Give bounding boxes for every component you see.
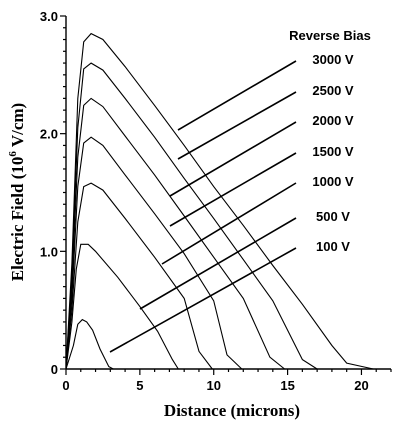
x-tick-label: 20 bbox=[354, 378, 368, 393]
series-curve-100v bbox=[65, 318, 114, 370]
leader-line-1000v bbox=[161, 182, 297, 265]
legend-title: Reverse Bias bbox=[289, 28, 371, 43]
plot-area: 0 5 10 15 20 0 1.0 2.0 3.0 3000 V 2500 V 2000 V 1500… bbox=[40, 9, 392, 393]
series-curve-3000v bbox=[65, 32, 374, 370]
leader-line-3000v bbox=[177, 60, 297, 131]
x-tick-label: 5 bbox=[136, 378, 143, 393]
leader-line-1500v bbox=[169, 152, 297, 227]
legend-label-1000v: 1000 V bbox=[312, 174, 354, 189]
legend-label-1500v: 1500 V bbox=[312, 144, 354, 159]
legend-label-100v: 100 V bbox=[316, 239, 350, 254]
series-curve-1500v bbox=[65, 136, 243, 370]
y-axis-title: Electric Field (106 V/cm) bbox=[7, 103, 27, 281]
legend-label-2000v: 2000 V bbox=[312, 113, 354, 128]
series-curve-1000v bbox=[65, 182, 213, 370]
legend-label-3000v: 3000 V bbox=[312, 52, 354, 67]
legend-label-2500v: 2500 V bbox=[312, 83, 354, 98]
y-tick-label: 3.0 bbox=[40, 9, 58, 24]
y-axis-title-superscript: 6 bbox=[7, 151, 19, 157]
x-tick-label: 0 bbox=[62, 378, 69, 393]
series-curve-2000v bbox=[65, 97, 285, 370]
x-tick-label: 15 bbox=[280, 378, 294, 393]
series-curve-500v bbox=[65, 243, 179, 370]
legend-label-500v: 500 V bbox=[316, 209, 350, 224]
x-axis-title: Distance (microns) bbox=[164, 401, 300, 420]
y-tick-label: 0 bbox=[51, 362, 58, 377]
y-axis-title-main: Electric Field (10 bbox=[8, 157, 27, 282]
x-tick-label: 10 bbox=[206, 378, 220, 393]
leader-line-500v bbox=[139, 217, 297, 310]
leader-line-2500v bbox=[177, 91, 297, 160]
leader-line-100v bbox=[109, 247, 297, 353]
y-tick-label: 2.0 bbox=[40, 127, 58, 142]
leader-line-2000v bbox=[169, 121, 297, 197]
y-axis-title-end: V/cm) bbox=[8, 103, 27, 151]
series-curve-2500v bbox=[65, 62, 318, 370]
y-tick-label: 1.0 bbox=[40, 244, 58, 259]
